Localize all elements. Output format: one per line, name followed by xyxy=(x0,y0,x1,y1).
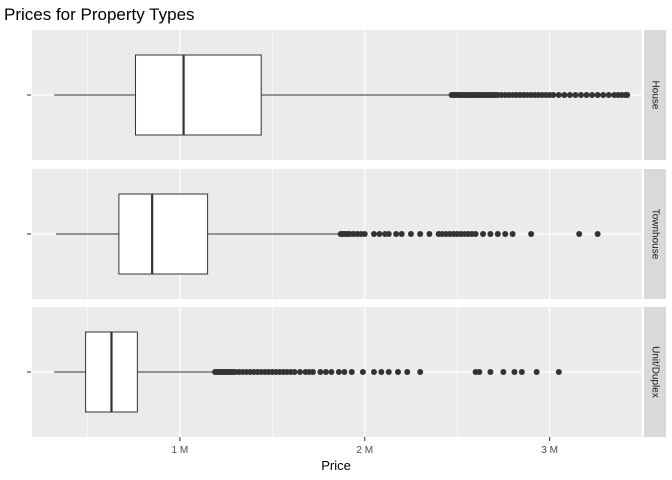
facet-panel-house: House xyxy=(27,30,666,160)
x-tick-label: 3 M xyxy=(541,445,558,456)
outlier-point xyxy=(561,92,568,98)
outlier-point xyxy=(472,231,479,237)
x-tick-label: 1 M xyxy=(172,445,189,456)
outlier-point xyxy=(476,369,483,375)
outlier-point xyxy=(376,231,383,237)
outlier-point xyxy=(335,369,342,375)
outlier-point xyxy=(550,92,557,98)
outlier-point xyxy=(509,231,516,237)
outlier-point xyxy=(589,92,596,98)
outlier-point xyxy=(555,369,562,375)
outlier-point xyxy=(385,369,392,375)
outlier-point xyxy=(395,369,401,375)
x-tick-label: 2 M xyxy=(356,445,373,456)
outlier-point xyxy=(480,231,487,237)
outlier-point xyxy=(426,231,433,237)
outlier-point xyxy=(398,231,405,237)
facet-strip-label: House xyxy=(650,81,661,110)
outlier-point xyxy=(566,92,573,98)
outlier-point xyxy=(502,231,509,237)
iqr-box xyxy=(118,193,209,275)
outlier-point xyxy=(500,369,507,375)
outlier-point xyxy=(370,369,377,375)
outlier-point xyxy=(487,231,494,237)
outlier-point xyxy=(533,369,540,375)
outlier-point xyxy=(511,369,518,375)
facet-strip xyxy=(644,30,666,160)
outlier-point xyxy=(624,92,631,98)
outlier-point xyxy=(322,369,329,375)
iqr-box xyxy=(135,54,262,136)
outlier-point xyxy=(494,231,501,237)
outlier-point xyxy=(572,92,579,98)
x-axis-title: Price xyxy=(321,458,351,473)
outlier-point xyxy=(348,369,355,375)
outlier-point xyxy=(297,369,304,375)
outlier-point xyxy=(361,231,368,237)
facet-strip-label: Townhouse xyxy=(650,209,661,260)
outlier-point xyxy=(605,92,612,98)
panels-layer: House Townhouse Unit/Duplex xyxy=(27,30,666,437)
outlier-point xyxy=(594,92,601,98)
facet-strip xyxy=(644,169,666,299)
outlier-point xyxy=(393,231,400,237)
outlier-point xyxy=(578,92,584,98)
outlier-point xyxy=(600,92,607,98)
outlier-point xyxy=(328,369,335,375)
facet-panel-unit-duplex: Unit/Duplex xyxy=(27,307,666,437)
facet-strip-label: Unit/Duplex xyxy=(650,346,661,398)
outlier-point xyxy=(417,231,424,237)
outlier-point xyxy=(555,92,562,98)
outlier-point xyxy=(407,231,414,237)
outlier-point xyxy=(583,92,590,98)
outlier-point xyxy=(417,369,424,375)
outlier-point xyxy=(576,231,583,237)
outlier-point xyxy=(370,231,377,237)
outlier-point xyxy=(404,369,411,375)
facet-strip xyxy=(644,307,666,437)
outlier-point xyxy=(378,369,385,375)
outlier-point xyxy=(359,369,366,375)
outlier-point xyxy=(385,231,392,237)
outlier-point xyxy=(487,369,494,375)
outlier-point xyxy=(309,369,316,375)
outlier-point xyxy=(528,231,535,237)
outlier-point xyxy=(594,231,601,237)
outlier-point xyxy=(518,369,525,375)
chart-title: Prices for Property Types xyxy=(4,5,195,24)
x-axis: 1 M 2 M 3 M xyxy=(172,437,558,456)
outlier-point xyxy=(317,369,324,375)
outlier-point xyxy=(341,369,348,375)
facet-panel-townhouse: Townhouse xyxy=(27,169,666,299)
outlier-point xyxy=(291,369,298,375)
